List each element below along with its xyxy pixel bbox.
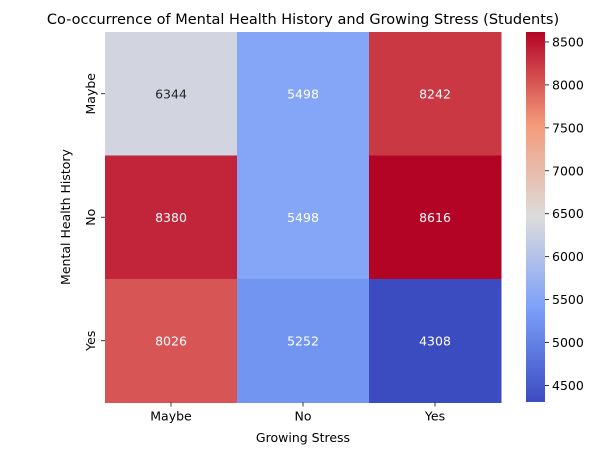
colorbar-ticks: 4500 5000 5500 6000 6500 7000 7500 8000 8500 (545, 34, 584, 393)
heatmap-cell-label: 8026 (155, 333, 187, 348)
heatmap-cell-label: 8242 (419, 86, 451, 101)
heatmap-cell (237, 155, 370, 280)
colorbar-tick-label: 8500 (552, 34, 584, 49)
heatmap-cell-label: 8616 (419, 210, 451, 225)
x-tick-label: Yes (424, 409, 445, 424)
heatmap-cell-label: 5498 (287, 86, 319, 101)
y-tick-label: Maybe (83, 73, 98, 115)
heatmap-cell (237, 32, 370, 156)
heatmap-cell-label: 6344 (155, 86, 187, 101)
heatmap-cell (369, 32, 502, 156)
heatmap-cells (105, 32, 502, 403)
chart-title: Co-occurrence of Mental Health History a… (47, 12, 559, 28)
x-axis-label: Growing Stress (256, 430, 350, 445)
heatmap-cell (369, 155, 502, 280)
heatmap-cell-label: 5498 (287, 210, 319, 225)
colorbar-tick-label: 6000 (552, 249, 584, 264)
y-tick-label: Yes (83, 331, 98, 352)
heatmap-cell (105, 279, 238, 403)
colorbar-tick-label: 4500 (552, 378, 584, 393)
heatmap-cell (369, 279, 502, 403)
colorbar-tick-label: 5500 (552, 292, 584, 307)
heatmap-cell-labels: 6344 5498 8242 8380 5498 8616 8026 5252 4308 (155, 86, 451, 348)
heatmap-cell-label: 4308 (419, 333, 451, 348)
x-tick-label: Maybe (150, 409, 192, 424)
x-axis-ticks: Maybe No Yes (150, 402, 445, 424)
colorbar-tick-label: 6500 (552, 206, 584, 221)
colorbar-tick-label: 5000 (552, 335, 584, 350)
heatmap-cell (105, 155, 238, 280)
colorbar-tick-label: 8000 (552, 77, 584, 92)
colorbar (526, 32, 545, 402)
x-tick-label: No (295, 409, 312, 424)
y-axis-label: Mental Health History (58, 148, 73, 284)
colorbar-tick-label: 7000 (552, 163, 584, 178)
heatmap-cell-label: 8380 (155, 210, 187, 225)
y-tick-label: No (83, 209, 98, 226)
y-axis-ticks: Maybe No Yes (83, 73, 105, 352)
colorbar-tick-label: 7500 (552, 120, 584, 135)
heatmap-cell (237, 279, 370, 403)
heatmap-cell (105, 32, 238, 156)
heatmap-cell-label: 5252 (287, 333, 319, 348)
